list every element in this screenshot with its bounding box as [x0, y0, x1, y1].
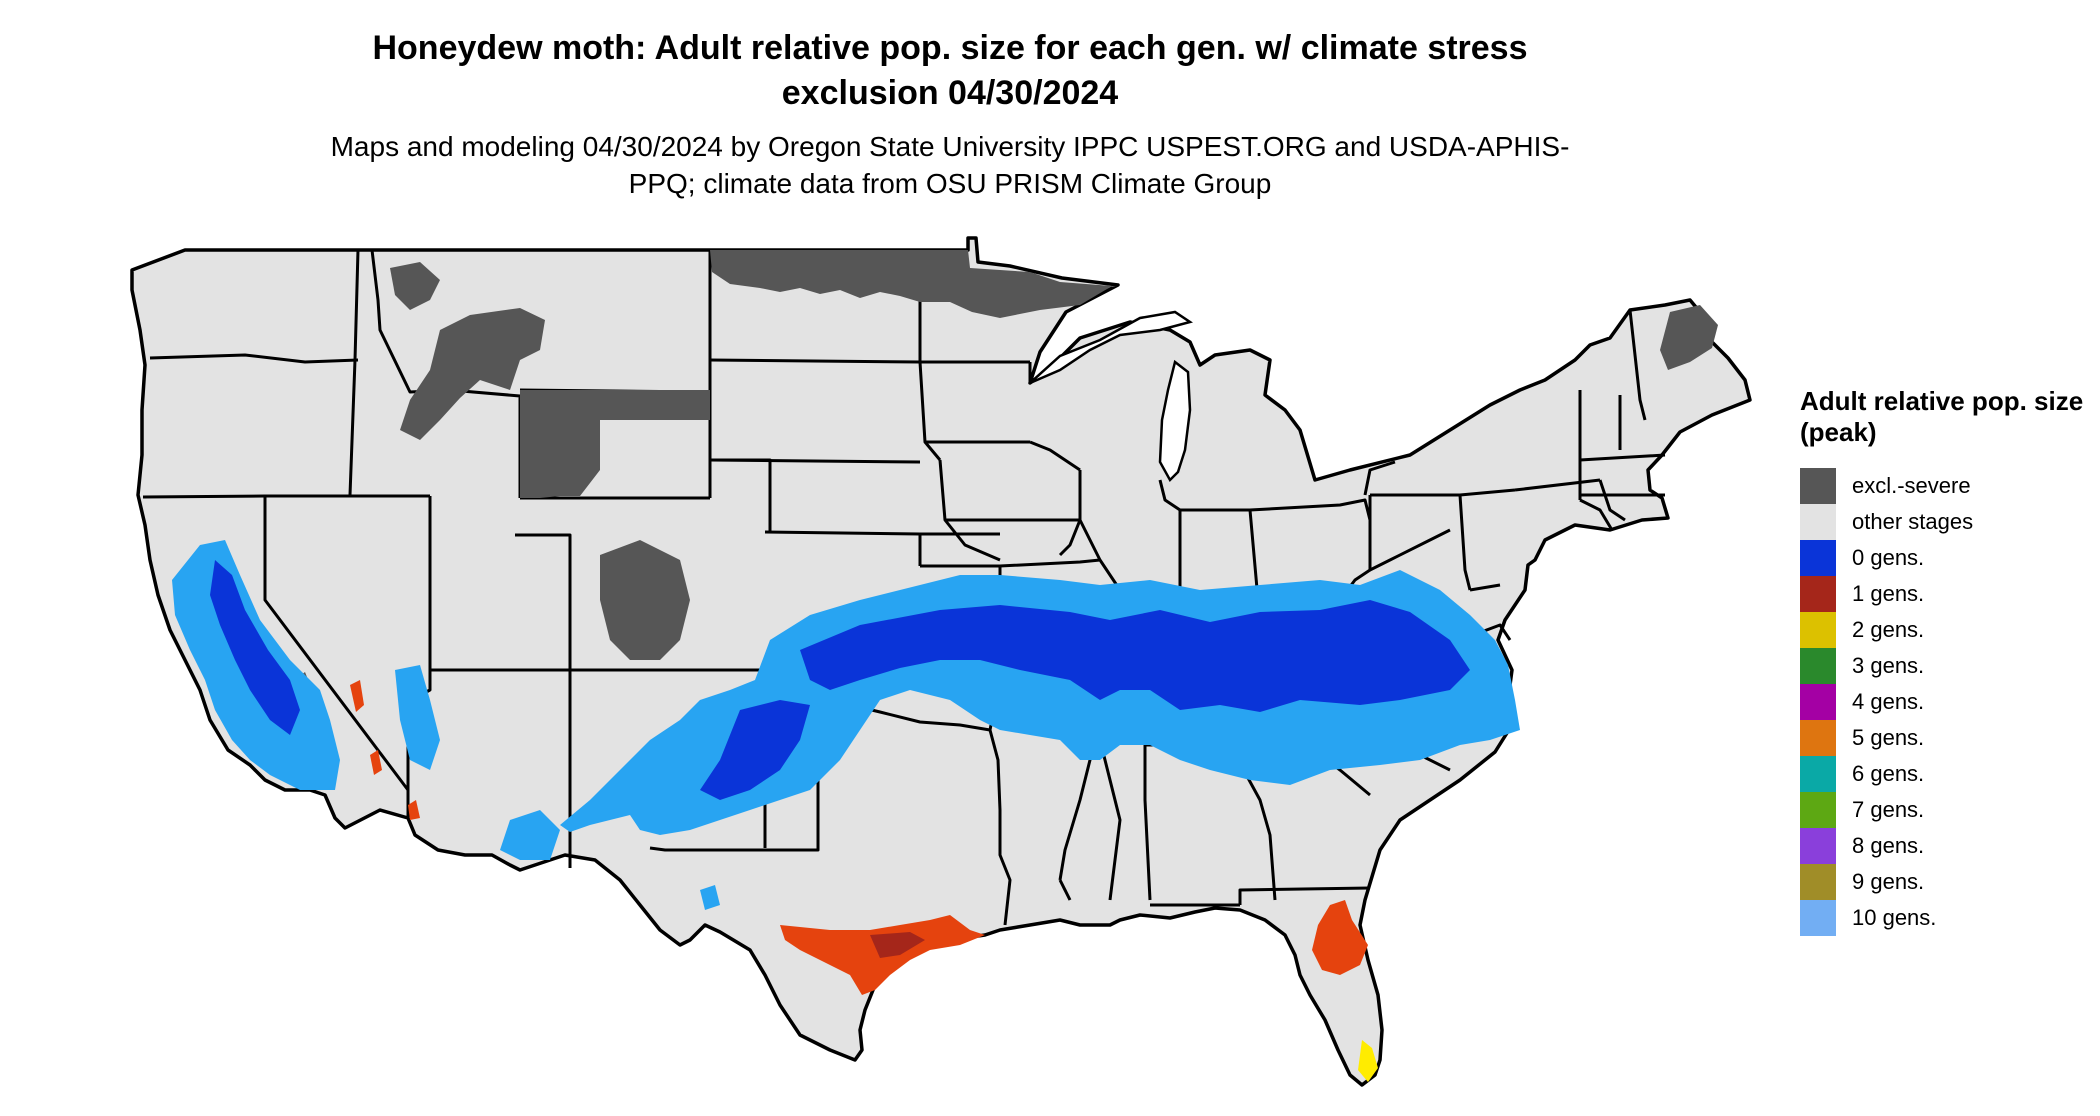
- legend-label: 5 gens.: [1852, 725, 1925, 750]
- legend-item: 9 gens.: [1800, 864, 2090, 900]
- legend-swatch: [1800, 900, 1836, 936]
- legend-item: excl.-severe: [1800, 468, 2090, 504]
- legend-swatch: [1800, 684, 1836, 720]
- lake-superior: [1029, 310, 1193, 385]
- two-gens-region: [1358, 1040, 1378, 1082]
- legend-swatch: [1800, 576, 1836, 612]
- legend-label: 4 gens.: [1852, 689, 1925, 714]
- one-gens-dark-regions: [870, 932, 925, 958]
- legend-swatch: [1800, 648, 1836, 684]
- legend-swatch: [1800, 756, 1836, 792]
- legend-label: 9 gens.: [1852, 869, 1925, 894]
- map-title: Honeydew moth: Adult relative pop. size …: [372, 29, 1528, 112]
- legend-items: excl.-severe other stages 0 gens. 1 gens. 2 …: [1800, 468, 2090, 936]
- legend-swatch: [1800, 540, 1836, 576]
- legend-label: other stages: [1852, 509, 1974, 534]
- legend-item: 0 gens.: [1800, 540, 2090, 576]
- legend-item: 10 gens.: [1800, 900, 2090, 936]
- legend-label: 8 gens.: [1852, 833, 1925, 858]
- legend-title: Adult relative pop. size (peak): [1800, 386, 2084, 447]
- legend-swatch: [1800, 468, 1836, 504]
- legend-label: 0 gens.: [1852, 545, 1925, 570]
- legend-item: 4 gens.: [1800, 684, 2090, 720]
- legend-swatch: [1800, 828, 1836, 864]
- legend-swatch: [1800, 792, 1836, 828]
- legend-item: 6 gens.: [1800, 756, 2090, 792]
- legend-label: 1 gens.: [1852, 581, 1925, 606]
- legend-swatch: [1800, 612, 1836, 648]
- legend-item: 5 gens.: [1800, 720, 2090, 756]
- legend: Adult relative pop. size (peak) excl.-se…: [1800, 386, 2090, 936]
- legend-swatch: [1800, 864, 1836, 900]
- legend-item: other stages: [1800, 504, 2090, 540]
- zero-gens-regions: [172, 540, 1520, 910]
- legend-item: 8 gens.: [1800, 828, 2090, 864]
- legend-swatch: [1800, 720, 1836, 756]
- legend-item: 7 gens.: [1800, 792, 2090, 828]
- legend-label: 7 gens.: [1852, 797, 1925, 822]
- exclusion-regions: [295, 250, 1718, 700]
- lake-michigan: [1158, 359, 1192, 483]
- legend-item: 3 gens.: [1800, 648, 2090, 684]
- map-subtitle: Maps and modeling 04/30/2024 by Oregon S…: [330, 131, 1570, 199]
- legend-item: 1 gens.: [1800, 576, 2090, 612]
- legend-swatch: [1800, 504, 1836, 540]
- legend-item: 2 gens.: [1800, 612, 2090, 648]
- legend-label: 10 gens.: [1852, 905, 1937, 930]
- legend-label: 6 gens.: [1852, 761, 1925, 786]
- legend-label: 2 gens.: [1852, 617, 1925, 642]
- legend-label: excl.-severe: [1852, 473, 1971, 498]
- legend-label: 3 gens.: [1852, 653, 1925, 678]
